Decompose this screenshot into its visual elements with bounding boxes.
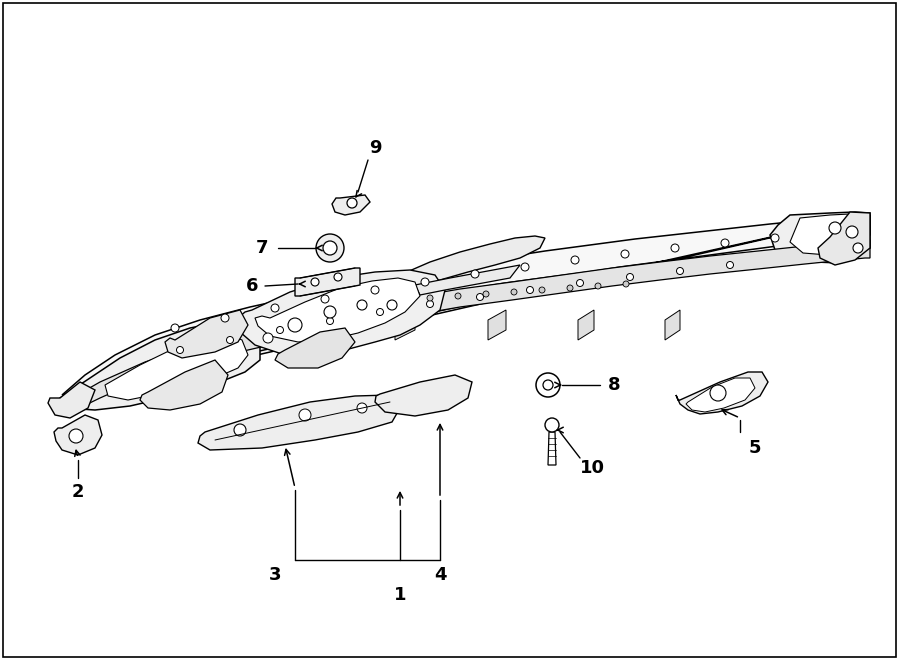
Circle shape <box>227 336 233 344</box>
Circle shape <box>299 409 311 421</box>
Circle shape <box>234 424 246 436</box>
Polygon shape <box>60 322 260 410</box>
Circle shape <box>427 301 434 307</box>
Text: 9: 9 <box>369 139 382 157</box>
Polygon shape <box>65 240 870 415</box>
Circle shape <box>357 403 367 413</box>
Circle shape <box>567 285 573 291</box>
Circle shape <box>316 234 344 262</box>
Circle shape <box>710 385 726 401</box>
Circle shape <box>621 250 629 258</box>
Polygon shape <box>770 212 870 263</box>
Circle shape <box>427 295 433 301</box>
Circle shape <box>543 380 553 390</box>
Circle shape <box>536 373 560 397</box>
Text: 5: 5 <box>749 439 761 457</box>
Polygon shape <box>686 378 755 412</box>
Polygon shape <box>165 310 248 358</box>
Circle shape <box>571 256 579 264</box>
Polygon shape <box>548 432 556 465</box>
Circle shape <box>69 429 83 443</box>
Circle shape <box>321 295 329 303</box>
Circle shape <box>288 318 302 332</box>
Polygon shape <box>54 415 102 455</box>
Circle shape <box>521 263 529 271</box>
Polygon shape <box>578 310 594 340</box>
Text: 2: 2 <box>72 483 85 501</box>
Polygon shape <box>310 310 332 340</box>
Circle shape <box>171 324 179 332</box>
Polygon shape <box>375 375 472 416</box>
Circle shape <box>539 287 545 293</box>
Polygon shape <box>332 195 370 215</box>
Circle shape <box>271 304 279 312</box>
Circle shape <box>626 274 634 280</box>
Polygon shape <box>375 236 545 292</box>
Circle shape <box>726 262 734 268</box>
Polygon shape <box>676 372 768 414</box>
Circle shape <box>371 286 379 294</box>
Polygon shape <box>488 310 506 340</box>
Polygon shape <box>48 382 95 418</box>
Polygon shape <box>140 360 228 410</box>
Text: 10: 10 <box>580 459 605 477</box>
Circle shape <box>221 314 229 322</box>
Polygon shape <box>395 310 415 340</box>
Circle shape <box>263 333 273 343</box>
Circle shape <box>387 300 397 310</box>
Circle shape <box>476 293 483 301</box>
Polygon shape <box>665 310 680 340</box>
Circle shape <box>526 286 534 293</box>
Circle shape <box>771 234 779 242</box>
Polygon shape <box>818 212 870 265</box>
Circle shape <box>347 198 357 208</box>
Polygon shape <box>275 328 355 368</box>
Polygon shape <box>790 214 862 255</box>
Circle shape <box>327 317 334 325</box>
Circle shape <box>545 418 559 432</box>
Polygon shape <box>238 270 445 355</box>
Circle shape <box>471 270 479 278</box>
Polygon shape <box>60 215 870 400</box>
Circle shape <box>421 278 429 286</box>
Circle shape <box>846 226 858 238</box>
Circle shape <box>176 346 184 354</box>
Circle shape <box>577 280 583 286</box>
Circle shape <box>376 309 383 315</box>
Circle shape <box>721 239 729 247</box>
Circle shape <box>455 293 461 299</box>
Circle shape <box>511 289 517 295</box>
Circle shape <box>623 281 629 287</box>
Text: 6: 6 <box>246 277 258 295</box>
Circle shape <box>357 300 367 310</box>
Circle shape <box>829 222 841 234</box>
Text: 8: 8 <box>608 376 620 394</box>
Polygon shape <box>415 265 520 295</box>
Text: 3: 3 <box>269 566 281 584</box>
Circle shape <box>853 243 863 253</box>
Circle shape <box>311 278 319 286</box>
Circle shape <box>671 244 679 252</box>
Circle shape <box>677 268 683 274</box>
Circle shape <box>276 327 284 334</box>
Polygon shape <box>295 268 360 296</box>
Polygon shape <box>198 395 400 450</box>
Polygon shape <box>255 278 420 342</box>
Circle shape <box>595 283 601 289</box>
Polygon shape <box>105 333 248 400</box>
Circle shape <box>483 291 489 297</box>
Text: 1: 1 <box>394 586 406 604</box>
Text: 4: 4 <box>434 566 446 584</box>
Circle shape <box>323 241 337 255</box>
Circle shape <box>324 306 336 318</box>
Circle shape <box>334 273 342 281</box>
Text: 7: 7 <box>256 239 268 257</box>
